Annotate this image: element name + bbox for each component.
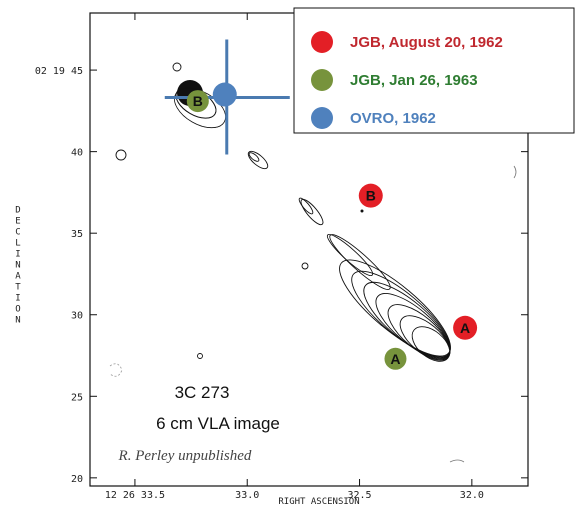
contour-line xyxy=(173,63,181,71)
legend-label-ovro-1962: OVRO, 1962 xyxy=(350,110,436,127)
y-axis-label-letter: D xyxy=(15,206,20,216)
contour-line xyxy=(298,197,326,228)
legend-marker-jgb-1962 xyxy=(311,31,333,53)
legend-label-jgb-1963: JGB, Jan 26, 1963 xyxy=(350,72,478,89)
contour-line xyxy=(246,148,271,171)
y-tick-label: 25 xyxy=(71,392,83,403)
x-tick-label: 33.0 xyxy=(235,490,259,501)
contour-line xyxy=(116,150,126,160)
legend-marker-jgb-1963 xyxy=(311,69,333,91)
contour-line xyxy=(450,460,464,462)
y-tick-label: 30 xyxy=(71,311,83,322)
contour-dot xyxy=(361,210,364,213)
marker-label: A xyxy=(390,351,400,367)
annotation-source-name: 3C 273 xyxy=(175,383,230,402)
contour-line xyxy=(514,166,516,178)
y-axis-label-letter: N xyxy=(15,261,20,271)
y-axis-label-letter: A xyxy=(15,272,21,282)
y-tick-label: 02 19 45 xyxy=(35,66,83,77)
y-axis-label-letter: C xyxy=(15,228,20,238)
annotation-credit: R. Perley unpublished xyxy=(118,448,252,464)
y-tick-label: 20 xyxy=(71,474,83,485)
x-tick-label: 12 26 33.5 xyxy=(105,490,165,501)
y-axis-label-letter: I xyxy=(15,294,20,304)
marker-label: B xyxy=(193,93,203,109)
y-tick-label: 40 xyxy=(71,148,83,159)
marker-label: A xyxy=(460,320,470,336)
contour-line xyxy=(302,263,308,269)
marker-label: B xyxy=(366,188,376,204)
y-axis-label-letter: O xyxy=(15,305,20,315)
x-tick-label: 32.0 xyxy=(460,490,484,501)
y-axis-label-letter: I xyxy=(15,250,20,260)
y-axis-label-letter: N xyxy=(15,316,20,326)
y-axis-label-letter: T xyxy=(15,283,21,293)
marker-ovro-1962 xyxy=(213,83,237,107)
y-axis-label-letter: L xyxy=(15,239,20,249)
annotation-image-type: 6 cm VLA image xyxy=(156,414,280,433)
legend-marker-ovro-1962 xyxy=(311,107,333,129)
y-tick-label: 35 xyxy=(71,229,83,240)
contour-line xyxy=(353,271,460,370)
contour-line xyxy=(248,151,260,163)
contour-line xyxy=(198,354,203,359)
y-axis-label-letter: E xyxy=(15,217,20,227)
contour-line xyxy=(110,364,122,377)
legend-label-jgb-1962: JGB, August 20, 1962 xyxy=(350,34,503,51)
x-axis-label: RIGHT ASCENSION xyxy=(278,497,359,507)
legend: JGB, August 20, 1962 JGB, Jan 26, 1963 O… xyxy=(294,8,574,133)
